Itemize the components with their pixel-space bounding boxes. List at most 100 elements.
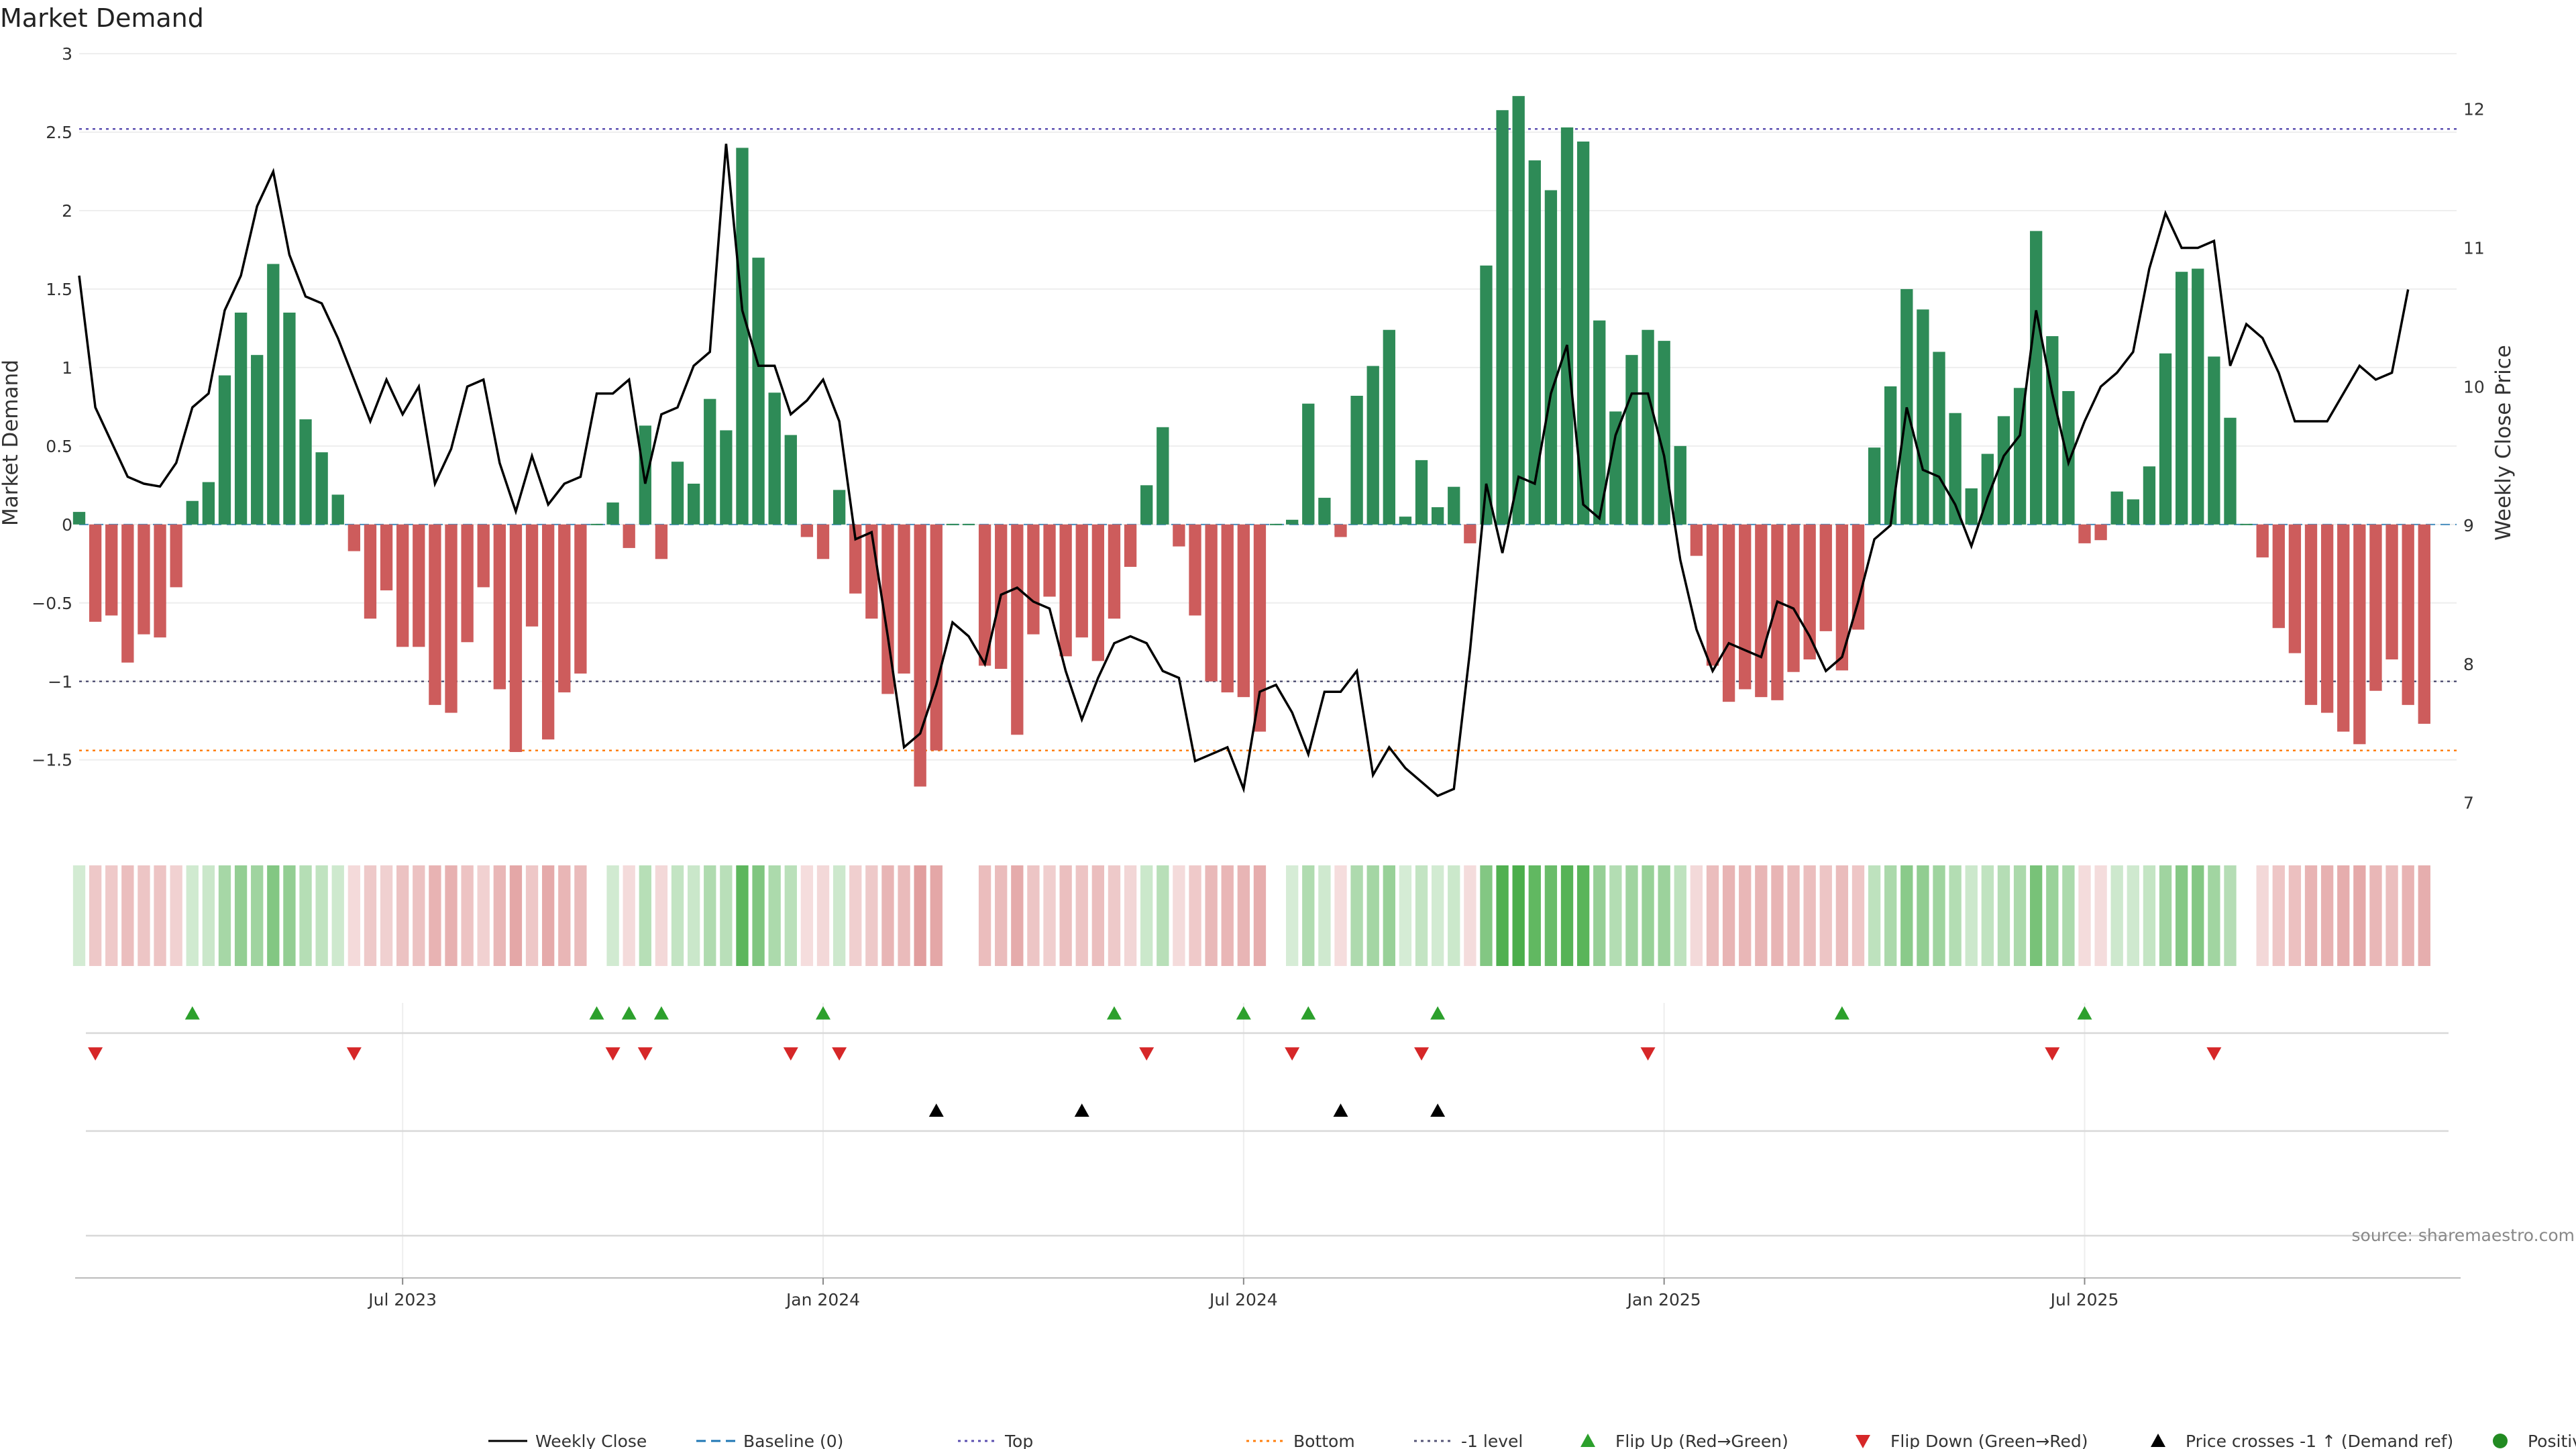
demand-bar-75 (1286, 519, 1299, 525)
heat-cell-43 (768, 865, 781, 966)
heat-cell-143 (2385, 865, 2398, 966)
heat-cell-132 (2208, 865, 2220, 966)
demand-bar-136 (2272, 524, 2285, 629)
left-tick-4: 1 (62, 358, 72, 378)
heat-cell-53 (930, 865, 943, 966)
demand-bar-47 (833, 490, 846, 525)
heat-cell-104 (1755, 865, 1768, 966)
heat-cell-128 (2143, 865, 2156, 966)
heat-cell-69 (1189, 865, 1201, 966)
heat-cell-23 (445, 865, 458, 966)
right-tick-5: 7 (2463, 794, 2474, 813)
heat-cell-123 (2062, 865, 2075, 966)
demand-bar-111 (1868, 447, 1881, 525)
heat-cell-80 (1366, 865, 1379, 966)
demand-bar-5 (154, 524, 166, 638)
heat-cell-141 (2353, 865, 2366, 966)
demand-bar-40 (720, 430, 733, 525)
heat-cell-92 (1560, 865, 1574, 966)
demand-bar-121 (2030, 231, 2043, 525)
legend-label-4: -1 level (1461, 1432, 1523, 1449)
flip-down-marker-9 (1640, 1047, 1656, 1061)
heat-cell-126 (2110, 865, 2123, 966)
heat-cell-76 (1302, 865, 1315, 966)
heat-cell-82 (1399, 865, 1412, 966)
flip-up-marker-8 (1430, 1006, 1446, 1020)
demand-bar-133 (2224, 417, 2237, 525)
demand-bar-99 (1674, 445, 1686, 525)
demand-bar-122 (2046, 336, 2059, 525)
heat-cell-6 (170, 865, 182, 966)
demand-bar-132 (2208, 356, 2220, 525)
demand-bar-24 (461, 524, 474, 643)
heat-cell-139 (2320, 865, 2334, 966)
heat-cell-101 (1706, 865, 1719, 966)
demand-bar-72 (1237, 524, 1250, 698)
flip-down-marker-1 (346, 1047, 362, 1061)
heat-cell-29 (541, 865, 555, 966)
heat-cell-86 (1464, 865, 1477, 966)
heat-cell-26 (493, 865, 506, 966)
left-tick-5: 0.5 (46, 437, 72, 456)
heat-cell-110 (1851, 865, 1865, 966)
demand-bar-130 (2175, 272, 2188, 525)
heat-cell-65 (1124, 865, 1137, 966)
demand-bar-126 (2110, 491, 2123, 525)
legend-label-2: Top (1004, 1432, 1033, 1449)
heat-cell-5 (154, 865, 166, 966)
demand-bar-18 (364, 524, 377, 619)
heat-cell-18 (364, 865, 377, 966)
demand-bar-114 (1917, 309, 1929, 525)
demand-bar-25 (477, 524, 490, 588)
demand-bar-12 (267, 264, 280, 525)
heat-cell-140 (2337, 865, 2350, 966)
demand-bar-100 (1690, 524, 1703, 556)
flip-down-marker-3 (637, 1047, 653, 1061)
heat-cell-129 (2159, 865, 2172, 966)
heat-cell-24 (461, 865, 474, 966)
demand-bar-44 (784, 435, 797, 525)
flip-down-marker-4 (783, 1047, 798, 1061)
demand-bar-89 (1512, 96, 1525, 525)
flip-up-marker-3 (653, 1006, 669, 1020)
demand-bar-80 (1366, 366, 1379, 525)
heat-cell-130 (2175, 865, 2188, 966)
heat-cell-64 (1108, 865, 1121, 966)
demand-bar-82 (1399, 517, 1412, 525)
heat-cell-87 (1480, 865, 1493, 966)
heat-cell-44 (784, 865, 797, 966)
heat-cell-85 (1448, 865, 1460, 966)
demand-bar-62 (1075, 524, 1088, 638)
demand-bar-112 (1884, 386, 1897, 525)
heat-cell-72 (1237, 865, 1250, 966)
heat-cell-88 (1496, 865, 1509, 966)
heat-cell-45 (800, 865, 814, 966)
legend-key-5 (1580, 1434, 1595, 1447)
heat-cell-144 (2402, 865, 2414, 966)
demand-bar-2 (105, 524, 118, 616)
demand-bar-138 (2304, 524, 2318, 705)
x-tick-label-2: Jul 2024 (1208, 1290, 1278, 1309)
demand-bar-39 (704, 398, 716, 525)
heat-cell-62 (1075, 865, 1088, 966)
demand-bar-46 (816, 524, 830, 559)
demand-bar-127 (2127, 499, 2139, 525)
flip-down-marker-2 (605, 1047, 621, 1061)
demand-bar-119 (1997, 416, 2010, 525)
heat-cell-120 (2013, 865, 2027, 966)
heat-cell-105 (1771, 865, 1784, 966)
heat-cell-63 (1091, 865, 1105, 966)
demand-bar-6 (170, 524, 182, 588)
x-tick-label-1: Jan 2024 (785, 1290, 860, 1309)
heat-cell-127 (2127, 865, 2139, 966)
heat-cell-59 (1027, 865, 1040, 966)
heat-cell-42 (752, 865, 765, 966)
heat-cell-10 (234, 865, 248, 966)
heat-cell-108 (1819, 865, 1832, 966)
demand-bar-59 (1027, 524, 1040, 635)
legend-label-6: Flip Down (Green→Red) (1890, 1432, 2088, 1449)
heat-cell-109 (1835, 865, 1849, 966)
left-tick-0: 3 (62, 44, 72, 64)
x-tick-label-3: Jan 2025 (1626, 1290, 1701, 1309)
heat-cell-131 (2192, 865, 2204, 966)
